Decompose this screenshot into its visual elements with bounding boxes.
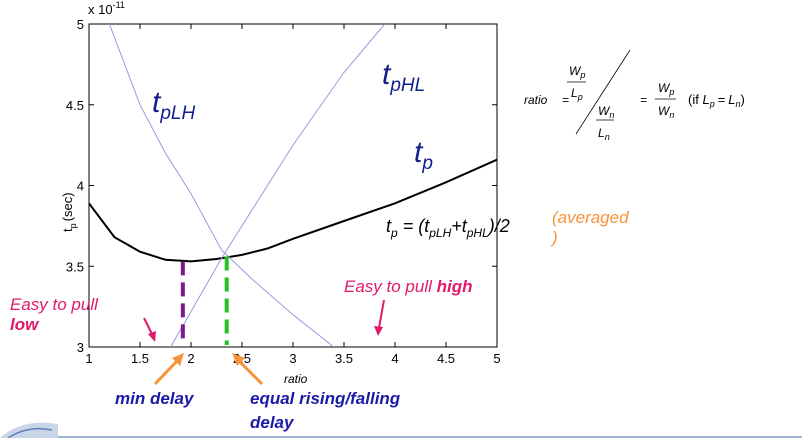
series-tpHL (170, 24, 386, 347)
svg-text:Wn: Wn (658, 104, 674, 120)
svg-text:tp(sec): tp(sec) (60, 192, 78, 232)
logo-icon (0, 422, 58, 438)
tp-label: tp (414, 136, 433, 174)
x-tick-label: 3.5 (335, 351, 353, 366)
min-delay-label: min delay (115, 389, 195, 408)
plot-frame (88, 23, 498, 348)
svg-text:ratio: ratio (524, 93, 548, 107)
average-formula: tp = (tpLH+tpHL)/2 (386, 216, 510, 240)
svg-text:Wp: Wp (658, 81, 674, 97)
y-tick-label: 5 (77, 17, 84, 32)
x-axis-label: ratio (284, 372, 308, 386)
tphl-label: tpHL (382, 58, 425, 96)
averaged-note: (averaged (552, 208, 629, 227)
svg-text:Wp: Wp (569, 64, 585, 80)
x-tick-label: 4.5 (437, 351, 455, 366)
equal-delay-label-2: delay (250, 413, 295, 432)
svg-text:=: = (562, 93, 569, 107)
y-tick-label: 3.5 (66, 259, 84, 274)
y-multiplier: x 10-11 (88, 0, 125, 17)
x-tick-label: 5 (493, 351, 500, 366)
curves (89, 24, 497, 347)
pull-low-bold: low (10, 315, 40, 334)
series-tp (89, 158, 497, 263)
equal-delay-arrow-icon (232, 353, 264, 386)
y-axis-label: tp(sec) (60, 192, 78, 232)
pull-low-label: Easy to pull (10, 295, 99, 314)
min-delay-arrow-icon (153, 353, 184, 386)
delay-markers (180, 256, 229, 345)
equal-delay-label: equal rising/falling (250, 389, 401, 408)
ratio-formula: ratio = Wp Lp Wn Ln = Wp Wn (if Lp = Ln) (524, 49, 745, 142)
pull-high-label: Easy to pull high (344, 277, 473, 296)
pull-low-arrow-icon (143, 317, 156, 342)
y-tick-label: 3 (77, 340, 84, 355)
y-tick-label: 4.5 (66, 98, 84, 113)
svg-text:Lp: Lp (571, 86, 583, 102)
y-tick-label: 4 (77, 179, 84, 194)
series-tpLH (108, 24, 335, 347)
x-tick-label: 1.5 (131, 351, 149, 366)
x-tick-label: 1 (85, 351, 92, 366)
svg-text:Wn: Wn (598, 104, 614, 120)
x-tick-label: 2 (187, 351, 194, 366)
x-tick-label: 4 (391, 351, 398, 366)
pull-high-arrow-icon (374, 299, 385, 336)
x-tick-label: 3 (289, 351, 296, 366)
svg-text:(if Lp=Ln): (if Lp = Ln) (688, 92, 745, 109)
tplh-label: tpLH (152, 86, 195, 124)
svg-text:Ln: Ln (598, 126, 610, 142)
svg-text:=: = (640, 93, 647, 107)
averaged-note-close: ) (550, 228, 558, 247)
